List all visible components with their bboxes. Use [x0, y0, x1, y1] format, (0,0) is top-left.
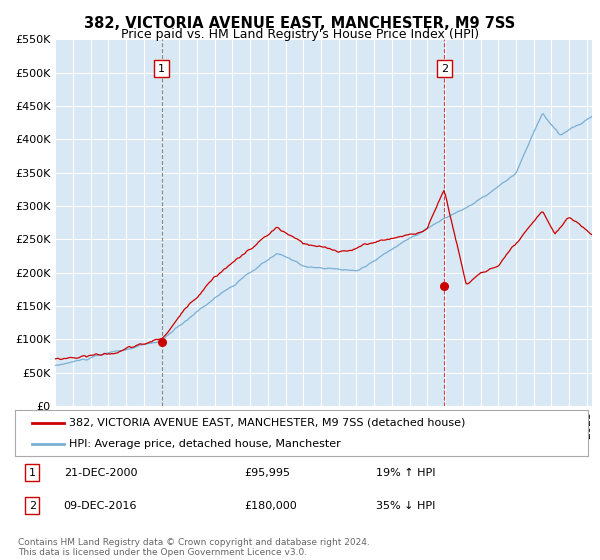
Text: 21-DEC-2000: 21-DEC-2000: [64, 468, 137, 478]
Text: 19% ↑ HPI: 19% ↑ HPI: [376, 468, 436, 478]
Text: HPI: Average price, detached house, Manchester: HPI: Average price, detached house, Manc…: [70, 439, 341, 449]
Text: 35% ↓ HPI: 35% ↓ HPI: [376, 501, 436, 511]
Text: 382, VICTORIA AVENUE EAST, MANCHESTER, M9 7SS (detached house): 382, VICTORIA AVENUE EAST, MANCHESTER, M…: [70, 418, 466, 428]
Text: 2: 2: [440, 63, 448, 73]
Text: £180,000: £180,000: [244, 501, 297, 511]
Text: 2: 2: [29, 501, 36, 511]
Text: Contains HM Land Registry data © Crown copyright and database right 2024.
This d: Contains HM Land Registry data © Crown c…: [18, 538, 370, 557]
Text: 1: 1: [158, 63, 165, 73]
Text: 1: 1: [29, 468, 35, 478]
Text: Price paid vs. HM Land Registry's House Price Index (HPI): Price paid vs. HM Land Registry's House …: [121, 28, 479, 41]
Text: £95,995: £95,995: [244, 468, 290, 478]
Text: 09-DEC-2016: 09-DEC-2016: [64, 501, 137, 511]
Text: 382, VICTORIA AVENUE EAST, MANCHESTER, M9 7SS: 382, VICTORIA AVENUE EAST, MANCHESTER, M…: [85, 16, 515, 31]
